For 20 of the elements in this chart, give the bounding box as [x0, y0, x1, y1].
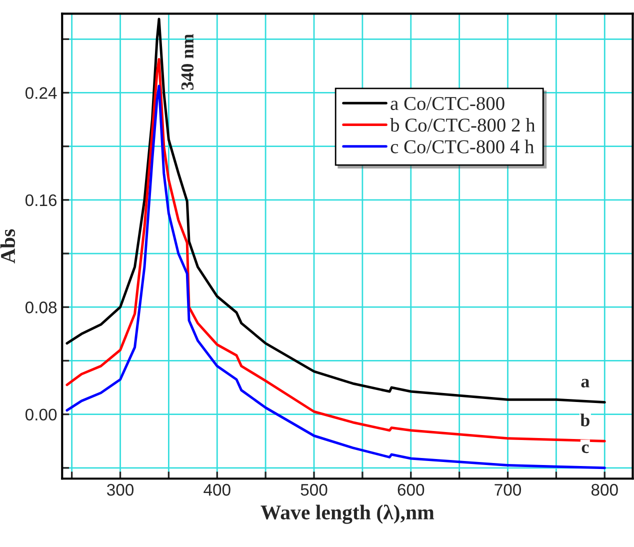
y-tick-label: 0.16: [25, 194, 57, 206]
y-axis-title: Abs: [0, 229, 16, 264]
legend-label: b Co/CTC-800 2 h: [390, 118, 536, 132]
x-axis-title: Wave length (λ),nm: [260, 504, 434, 524]
x-tick-label: 700: [494, 484, 522, 496]
x-tick-label: 300: [106, 484, 134, 496]
annotation: 340 nm: [181, 34, 194, 90]
x-tick-label: 800: [591, 484, 618, 496]
x-tick-label: 400: [204, 484, 230, 496]
x-tick-label: 600: [398, 484, 424, 496]
y-tick-label: 0.24: [25, 87, 57, 99]
annotation: c: [582, 444, 589, 454]
x-tick-label: 500: [300, 484, 328, 496]
y-tick-label: 0.00: [25, 408, 57, 421]
annotation: b: [580, 414, 590, 426]
y-tick-label: 0.08: [25, 302, 57, 314]
legend-label: c Co/CTC-800 4 h: [390, 140, 534, 154]
annotation: a: [581, 378, 590, 388]
line-series: [66, 18, 606, 404]
legend-label: a Co/CTC-800: [390, 96, 504, 110]
